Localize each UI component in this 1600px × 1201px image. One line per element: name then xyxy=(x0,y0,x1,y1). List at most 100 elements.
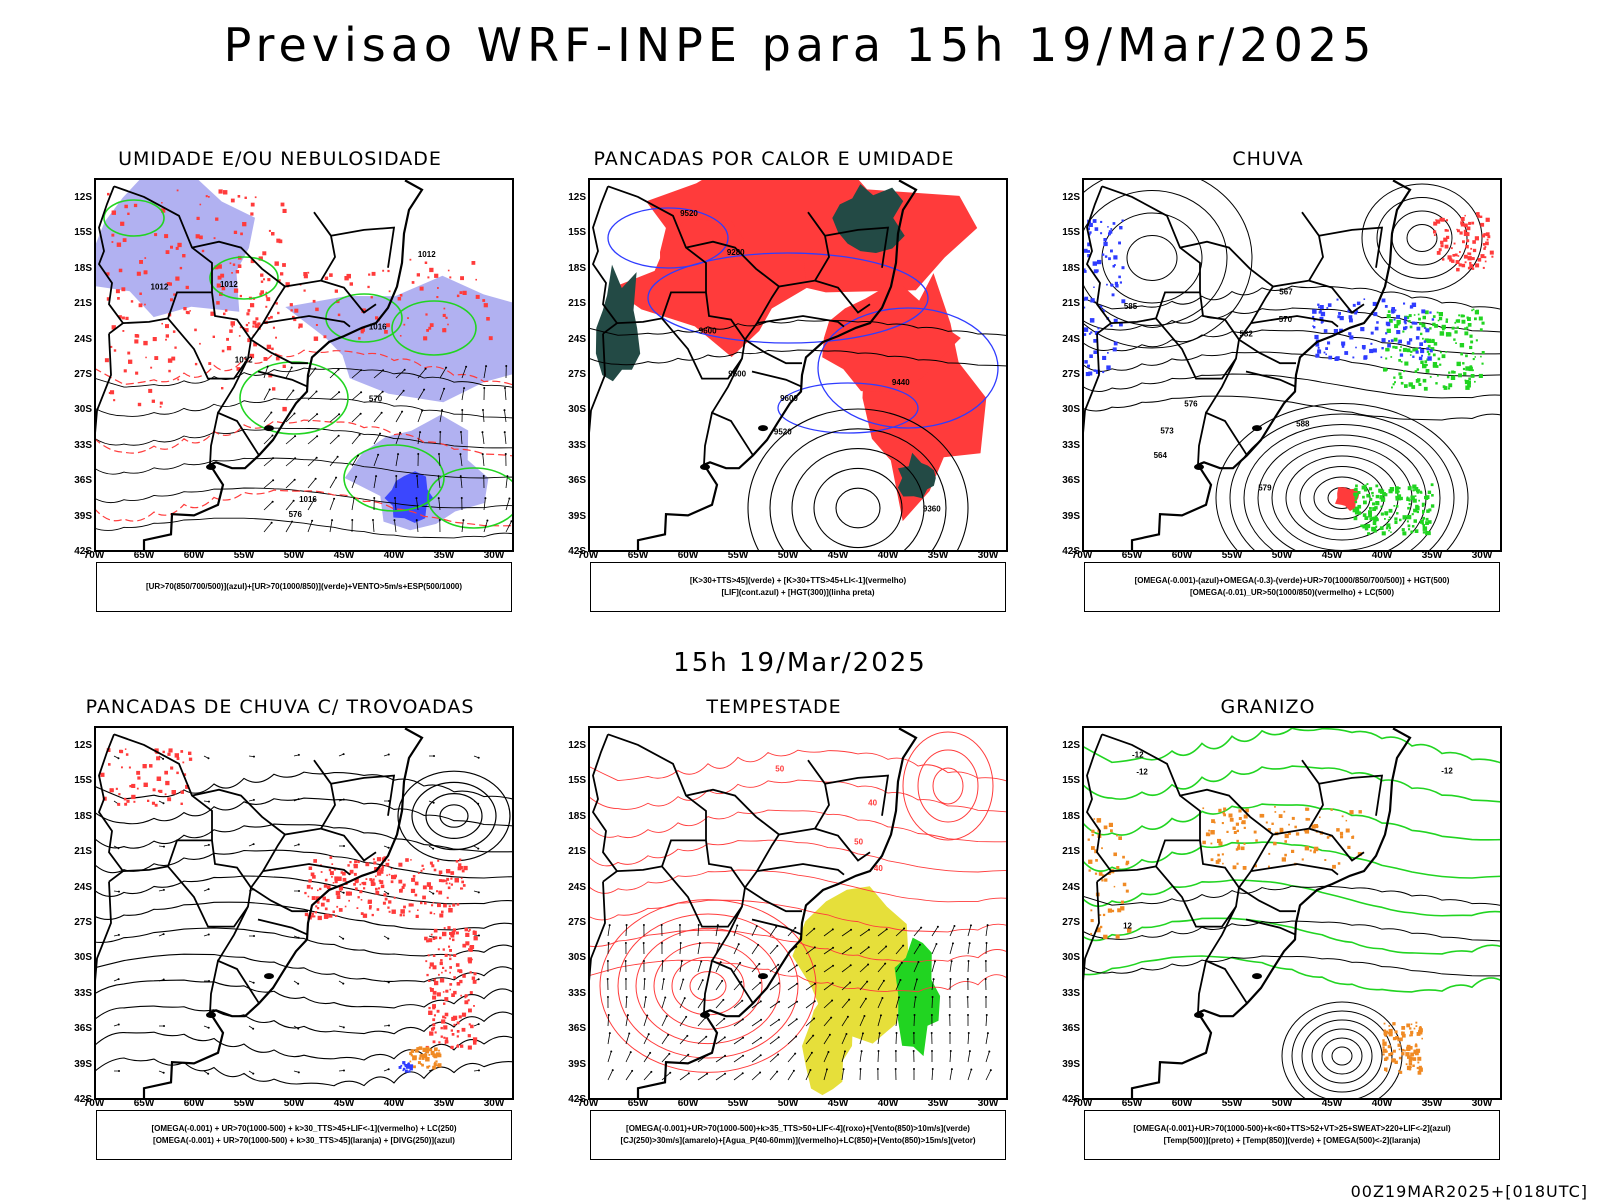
lat-tick-label: 21S xyxy=(40,846,92,857)
contour-label: 576 xyxy=(289,510,303,519)
panel-title: CHUVA xyxy=(1028,148,1508,170)
lat-tick-label: 30S xyxy=(534,952,586,963)
panel-legend: [OMEGA(-0.001) + UR>70(1000-500) + k>30_… xyxy=(96,1110,512,1160)
lat-tick-label: 18S xyxy=(534,811,586,822)
lat-tick-label: 18S xyxy=(1028,263,1080,274)
contour-label: 9520 xyxy=(680,209,698,218)
panel-legend: [OMEGA(-0.001)-(azul)+OMEGA(-0.3)-(verde… xyxy=(1084,562,1500,612)
panel-title: GRANIZO xyxy=(1028,696,1508,718)
lagoon xyxy=(1194,464,1204,470)
contour-label: 9520 xyxy=(774,428,792,437)
lat-tick-label: 24S xyxy=(534,334,586,345)
lat-tick-label: 15S xyxy=(534,775,586,786)
contour-label: 40 xyxy=(868,798,877,807)
lat-tick-label: 18S xyxy=(40,811,92,822)
panel-title: PANCADAS POR CALOR E UMIDADE xyxy=(534,148,1014,170)
lagoon xyxy=(206,1012,216,1018)
lat-tick-label: 33S xyxy=(40,440,92,451)
contour-label: 1016 xyxy=(299,495,317,504)
lat-tick-label: 27S xyxy=(1028,917,1080,928)
legend-line: [OMEGA(-0.001) + UR>70(1000-500) + k>30_… xyxy=(97,1135,511,1147)
contour-label: 9600 xyxy=(699,326,717,335)
lat-tick-label: 33S xyxy=(534,440,586,451)
lat-tick-label: 12S xyxy=(1028,740,1080,751)
lat-tick-label: 21S xyxy=(534,298,586,309)
lat-tick-label: 33S xyxy=(1028,440,1080,451)
legend-line: [LIF](cont.azul) + [HGT(300)](linha pret… xyxy=(591,587,1005,599)
lagoon xyxy=(1252,973,1262,979)
legend-line: [UR>70(850/700/500)](azul)+[UR>70(1000/8… xyxy=(97,581,511,593)
lat-tick-label: 27S xyxy=(1028,369,1080,380)
lat-tick-label: 24S xyxy=(40,882,92,893)
legend-line: [OMEGA(-0.001)+UR>70(1000-500)+k<60+TTS>… xyxy=(1085,1123,1499,1135)
lat-tick-label: 30S xyxy=(534,404,586,415)
lat-tick-label: 33S xyxy=(1028,988,1080,999)
contour-label: 1012 xyxy=(220,280,238,289)
contour-label: 9440 xyxy=(892,378,910,387)
panel-legend: [K>30+TTS>45](verde) + [K>30+TTS>45+LI<-… xyxy=(590,562,1006,612)
lat-tick-label: 27S xyxy=(534,369,586,380)
lat-tick-label: 36S xyxy=(534,475,586,486)
lat-tick-label: 21S xyxy=(534,846,586,857)
legend-line: [OMEGA(-0.001) + UR>70(1000-500) + k>30_… xyxy=(97,1123,511,1135)
legend-line: [Temp(500)](preto) + [Temp(850)](verde) … xyxy=(1085,1135,1499,1147)
valid-time-label: 15h 19/Mar/2025 xyxy=(0,648,1600,678)
lagoon xyxy=(264,973,274,979)
map-plot xyxy=(94,726,514,1100)
lat-tick-label: 18S xyxy=(40,263,92,274)
contour-label: 573 xyxy=(1160,426,1174,435)
contour-label: 9360 xyxy=(923,504,941,513)
lat-tick-label: 24S xyxy=(1028,334,1080,345)
lat-tick-label: 18S xyxy=(1028,811,1080,822)
contour-label: 50 xyxy=(854,837,863,846)
legend-line: [OMEGA(-0.001)+UR>70(1000-500)+k>35_TTS>… xyxy=(591,1123,1005,1135)
contour-label: -12 xyxy=(1132,751,1144,760)
lat-tick-label: 39S xyxy=(534,511,586,522)
lat-tick-label: 39S xyxy=(534,1059,586,1070)
lat-tick-label: 30S xyxy=(1028,952,1080,963)
lagoon xyxy=(758,973,768,979)
lat-tick-label: 21S xyxy=(40,298,92,309)
lat-tick-label: 39S xyxy=(1028,511,1080,522)
run-timestamp: 00Z19MAR2025+[018UTC] xyxy=(1351,1182,1588,1201)
lat-tick-label: 15S xyxy=(534,227,586,238)
contour-label: -12 xyxy=(1136,767,1148,776)
panel-legend: [OMEGA(-0.001)+UR>70(1000-500)+k>35_TTS>… xyxy=(590,1110,1006,1160)
lat-tick-label: 39S xyxy=(40,511,92,522)
lat-tick-label: 12S xyxy=(534,740,586,751)
lat-tick-label: 30S xyxy=(40,952,92,963)
legend-line: [OMEGA(-0.01)_UR>50(1000/850)(vermelho) … xyxy=(1085,587,1499,599)
legend-line: [OMEGA(-0.001)-(azul)+OMEGA(-0.3)-(verde… xyxy=(1085,575,1499,587)
lat-tick-label: 27S xyxy=(40,917,92,928)
lat-tick-label: 12S xyxy=(1028,192,1080,203)
lagoon xyxy=(700,464,710,470)
lat-tick-label: 36S xyxy=(1028,1023,1080,1034)
lat-tick-label: 27S xyxy=(40,369,92,380)
lagoon xyxy=(206,464,216,470)
lat-tick-label: 24S xyxy=(1028,882,1080,893)
lat-tick-label: 15S xyxy=(1028,227,1080,238)
contour-label: 1012 xyxy=(418,250,436,259)
lagoon xyxy=(700,1012,710,1018)
lat-tick-label: 24S xyxy=(534,882,586,893)
lat-tick-label: 21S xyxy=(1028,846,1080,857)
lat-tick-label: 30S xyxy=(1028,404,1080,415)
contour-label: 567 xyxy=(1279,288,1293,297)
lat-tick-label: 15S xyxy=(40,227,92,238)
lat-tick-label: 30S xyxy=(40,404,92,415)
contour-label: 1012 xyxy=(151,283,169,292)
panel-title: PANCADAS DE CHUVA C/ TROVOADAS xyxy=(40,696,520,718)
lat-tick-label: 15S xyxy=(1028,775,1080,786)
panel-title: UMIDADE E/OU NEBULOSIDADE xyxy=(40,148,520,170)
lat-tick-label: 15S xyxy=(40,775,92,786)
lat-tick-label: 18S xyxy=(534,263,586,274)
legend-line: [CJ(250)>30m/s](amarelo)+[Agua_P(40-60mm… xyxy=(591,1135,1005,1147)
